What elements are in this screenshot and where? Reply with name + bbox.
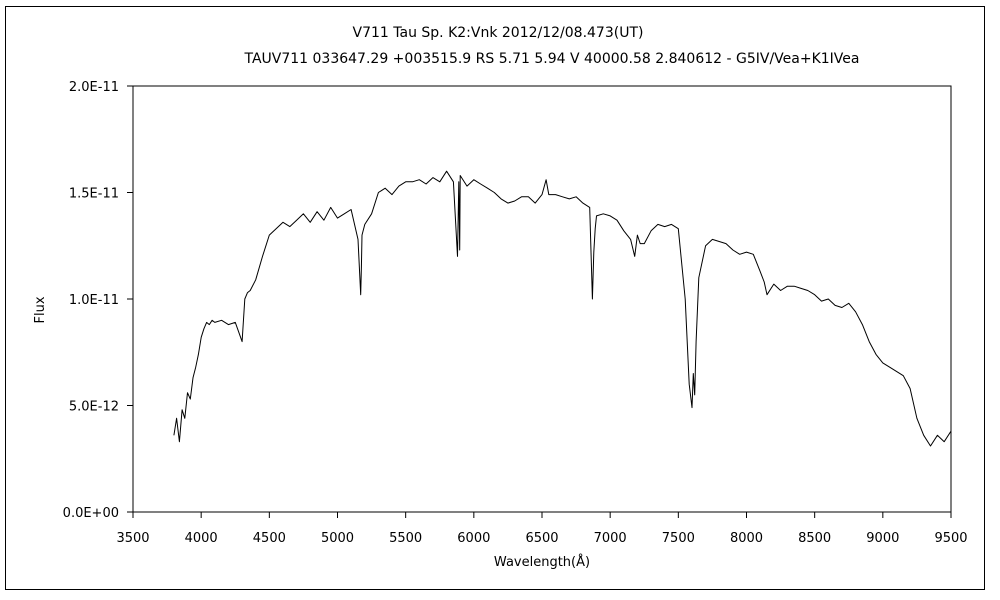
x-tick-label: 9000 <box>866 531 899 546</box>
x-axis-label: Wavelength(Å) <box>494 554 590 570</box>
chart-subtitle: TAUV711 033647.29 +003515.9 RS 5.71 5.94… <box>243 51 859 67</box>
x-tick-label: 8000 <box>730 531 763 546</box>
x-tick-label: 4500 <box>253 531 286 546</box>
y-tick-label: 5.0E-12 <box>69 400 119 415</box>
x-tick-label: 6000 <box>457 531 490 546</box>
x-tick-label: 7000 <box>594 531 627 546</box>
x-tick-label: 3500 <box>116 531 149 546</box>
y-tick-label: 1.0E-11 <box>69 293 119 308</box>
x-axis: 3500 4000 4500 5000 5500 6000 6500 7000 7500 8000… <box>116 512 968 546</box>
y-tick-label: 0.0E+00 <box>63 506 119 521</box>
x-tick-label: 8500 <box>798 531 831 546</box>
x-tick-label: 5500 <box>389 531 422 546</box>
chart-title: V711 Tau Sp. K2:Vnk 2012/12/08.473(UT) <box>353 25 644 41</box>
y-tick-label: 2.0E-11 <box>69 80 119 95</box>
y-axis-label: Flux <box>33 296 48 323</box>
y-tick-label: 1.5E-11 <box>69 187 119 202</box>
y-axis: 0.0E+00 5.0E-12 1.0E-11 1.5E-11 2.0E-11 <box>63 80 133 521</box>
x-tick-label: 5000 <box>321 531 354 546</box>
x-tick-label: 6500 <box>525 531 558 546</box>
series-group <box>173 170 952 447</box>
x-tick-label: 9500 <box>934 531 967 546</box>
spectrum-line <box>173 170 952 447</box>
x-tick-label: 4000 <box>185 531 218 546</box>
x-tick-label: 7500 <box>662 531 695 546</box>
chart-frame <box>5 6 985 590</box>
